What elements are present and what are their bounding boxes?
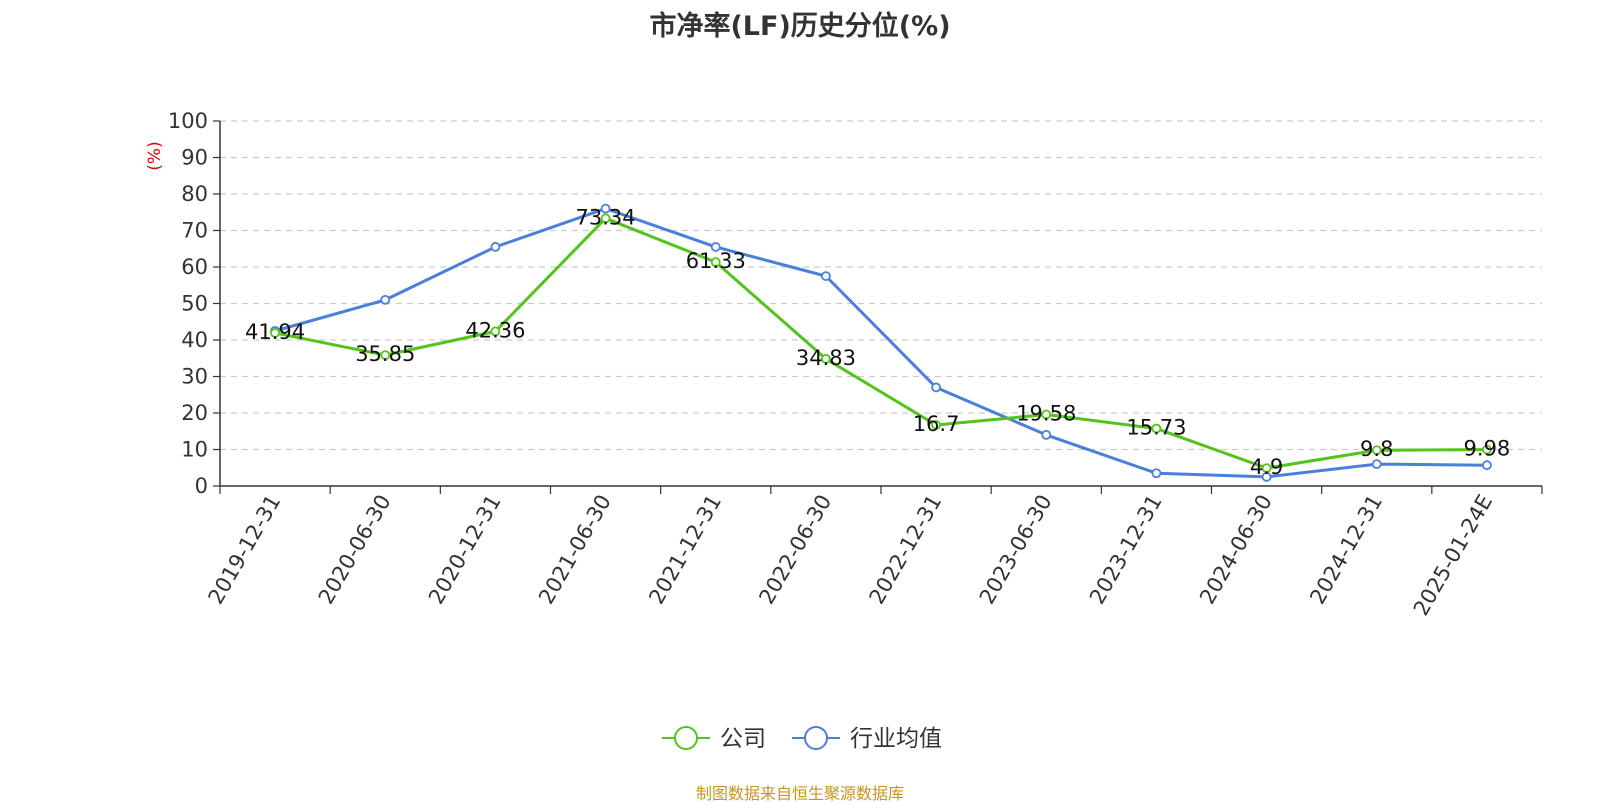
x-tick-label: 2019-12-31 <box>204 491 286 609</box>
y-tick-label: 80 <box>181 182 208 206</box>
x-tick-label: 2022-06-30 <box>754 491 836 609</box>
y-tick-label: 100 <box>168 109 208 133</box>
y-tick-label: 30 <box>181 365 208 389</box>
series-line <box>274 207 1487 479</box>
series-line <box>274 216 1487 470</box>
data-point <box>710 257 721 268</box>
data-label: 4.9 <box>1250 455 1283 479</box>
y-tick-label: 90 <box>181 146 208 170</box>
x-tick-label: 2025-01-24E <box>1409 491 1497 620</box>
legend-label: 公司 <box>720 726 766 752</box>
source-note: 制图数据来自恒生聚源数据库 <box>695 784 904 803</box>
x-tick-label: 2021-06-30 <box>534 491 616 609</box>
data-point <box>600 213 611 224</box>
x-tick-label: 2024-06-30 <box>1195 491 1277 609</box>
data-label: 19.58 <box>1016 402 1076 426</box>
y-axis-label: (%) <box>145 141 165 170</box>
data-label: 9.98 <box>1464 437 1511 461</box>
grid-lines <box>220 120 1542 451</box>
x-tick-label: 2022-12-31 <box>865 490 947 608</box>
x-tick-label: 2021-12-31 <box>644 491 726 609</box>
y-axis-ticks: 0 10 20 30 40 50 60 70 80 90 100 <box>168 109 220 498</box>
legend-marker <box>804 726 828 750</box>
x-tick-label: 2020-12-31 <box>424 490 506 608</box>
x-tick-label: 2023-06-30 <box>975 491 1057 609</box>
data-label: 9.8 <box>1360 437 1393 461</box>
legend: 公司 行业均值 <box>662 726 942 752</box>
data-point <box>931 420 941 430</box>
x-axis-ticks: 2019-12-31 2020-06-30 2020-12-31 2021-06-30… <box>204 486 1543 620</box>
data-point <box>710 242 721 252</box>
data-point <box>821 353 831 364</box>
y-tick-label: 70 <box>181 219 208 243</box>
data-label: 16.7 <box>913 412 960 436</box>
chart-title: 市净率(LF)历史分位(%) <box>649 11 951 42</box>
x-tick-label: 2020-06-30 <box>314 491 396 609</box>
data-point <box>380 294 391 305</box>
y-tick-label: 20 <box>181 401 208 425</box>
series-group <box>270 203 1492 482</box>
data-point <box>1371 459 1382 470</box>
data-label: 42.36 <box>465 318 525 342</box>
data-point <box>380 350 391 361</box>
data-label: 41.94 <box>245 320 305 344</box>
legend-marker <box>674 726 698 750</box>
y-tick-label: 60 <box>181 255 208 279</box>
data-point <box>821 271 831 282</box>
data-point <box>490 326 501 337</box>
data-point <box>1041 429 1052 440</box>
x-tick-label: 2023-12-31 <box>1085 491 1167 609</box>
data-label: 61.33 <box>686 249 746 273</box>
data-point <box>490 242 501 252</box>
y-tick-label: 50 <box>181 292 208 316</box>
y-tick-label: 40 <box>181 328 208 352</box>
data-point <box>1041 409 1052 420</box>
y-tick-label: 0 <box>195 474 208 498</box>
data-label: 35.85 <box>355 342 415 366</box>
data-label: 15.73 <box>1126 416 1186 440</box>
data-point <box>1482 444 1492 455</box>
data-point <box>1261 463 1272 474</box>
data-point <box>1151 423 1162 434</box>
data-point <box>931 382 941 393</box>
data-point <box>1151 468 1162 479</box>
data-point <box>1371 445 1382 456</box>
data-point <box>600 203 611 214</box>
data-label: 73.34 <box>576 205 636 229</box>
data-labels: 41.94 35.85 42.36 73.34 61.33 34.83 16.7 19.58 1… <box>245 205 1510 479</box>
legend-label: 行业均值 <box>850 726 942 752</box>
y-tick-label: 10 <box>181 438 208 462</box>
data-point <box>1482 460 1492 471</box>
data-point <box>270 328 280 338</box>
x-tick-label: 2024-12-31 <box>1305 491 1387 609</box>
data-label: 34.83 <box>796 346 856 370</box>
